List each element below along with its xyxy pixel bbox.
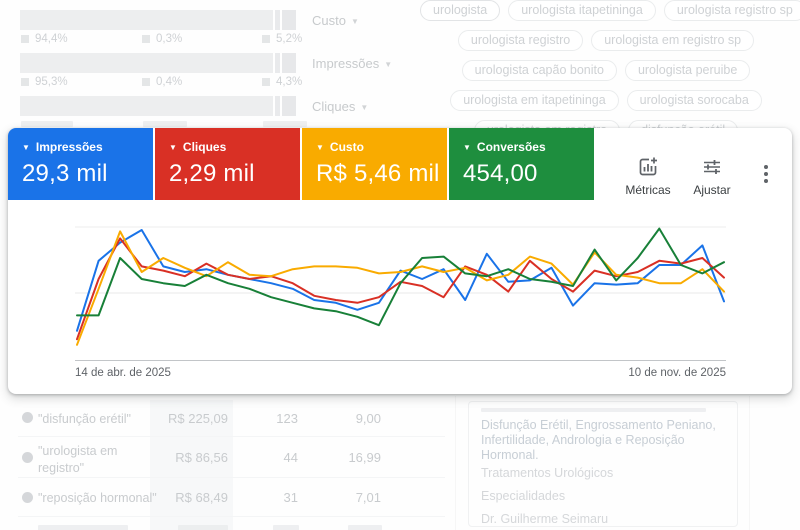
metric-box-custo[interactable]: ▼ Custo R$ 5,46 mil <box>302 128 447 200</box>
metric-value: R$ 5,46 mil <box>316 160 440 187</box>
axis-start-date: 14 de abr. de 2025 <box>75 367 171 379</box>
more-options-button[interactable] <box>758 162 774 186</box>
adjust-button[interactable]: Ajustar <box>680 156 744 197</box>
metric-strip: ▼ Impressões 29,3 mil ▼ Cliques 2,29 mil ▼… <box>8 128 594 200</box>
legend-square-icon <box>262 35 270 43</box>
stacked-bar <box>20 96 296 116</box>
chart-line-custo <box>76 230 725 346</box>
clipped-text <box>143 121 187 127</box>
chart-x-axis-labels: 14 de abr. de 2025 10 de nov. de 2025 <box>75 367 726 379</box>
metric-box-cliques[interactable]: ▼ Cliques 2,29 mil <box>155 128 300 200</box>
stacked-bar <box>20 10 296 30</box>
keyword-chip[interactable]: urologista em itapetininga <box>450 90 619 111</box>
chart-line-cliques <box>76 237 725 341</box>
keyword-chip[interactable]: urologista em registro sp <box>591 30 755 51</box>
chevron-down-icon: ▼ <box>384 60 393 69</box>
clipped-text <box>481 408 706 412</box>
cost-cell: R$ 86,56 <box>175 450 228 465</box>
dropdown-cliques[interactable]: Cliques ▼ <box>312 99 369 114</box>
clipped-text <box>21 121 73 127</box>
bullet-icon <box>22 452 33 463</box>
keyword-chip[interactable]: urologista registro sp <box>663 0 800 21</box>
triangle-down-icon: ▼ <box>463 142 471 152</box>
table-row[interactable]: "disfunção erétil" R$ 225,09 123 9,00 <box>18 400 445 437</box>
conv-cell: 7,01 <box>355 490 381 505</box>
ad-highlight-line: Infertilidade, Andrologia e Reposição Ho… <box>481 433 685 462</box>
kebab-dot <box>764 172 768 176</box>
bullet-icon <box>22 412 33 423</box>
legend-square-icon <box>142 35 150 43</box>
legend-square-icon <box>21 35 29 43</box>
metric-box-impressoes[interactable]: ▼ Impressões 29,3 mil <box>8 128 153 200</box>
keyword-chip[interactable]: urologista registro <box>457 30 584 51</box>
metric-value: 29,3 mil <box>22 160 108 187</box>
ad-list-item: Tratamentos Urológicos <box>481 466 614 480</box>
tune-sliders-icon <box>704 160 720 174</box>
triangle-down-icon: ▼ <box>316 142 324 152</box>
dropdown-custo[interactable]: Custo ▼ <box>312 13 359 28</box>
keyword-chip[interactable]: urologista peruibe <box>624 60 751 81</box>
metrics-button[interactable]: Métricas <box>616 156 680 197</box>
chevron-down-icon: ▼ <box>350 17 359 26</box>
triangle-down-icon: ▼ <box>22 142 30 152</box>
metric-value: 2,29 mil <box>169 160 255 187</box>
dropdown-impressoes[interactable]: Impressões ▼ <box>312 56 393 71</box>
clipped-text <box>263 121 307 127</box>
ad-list-item: Dr. Guilherme Seimaru <box>481 512 609 526</box>
metric-box-conversoes[interactable]: ▼ Conversões 454,00 <box>449 128 594 200</box>
legend-square-icon <box>142 78 150 86</box>
chevron-down-icon: ▼ <box>360 103 369 112</box>
table-row[interactable]: "reposição hormonal" R$ 68,49 31 7,01 <box>18 478 445 517</box>
keyword-chip[interactable]: urologista sorocaba <box>626 90 762 111</box>
triangle-down-icon: ▼ <box>169 142 177 152</box>
keyword-chip[interactable]: urologista itapetininga <box>508 0 656 21</box>
chart-svg <box>75 226 726 346</box>
clicks-cell: 123 <box>276 411 298 426</box>
chart-plot-area[interactable] <box>75 213 726 361</box>
kebab-dot <box>764 165 768 169</box>
keyword-chip[interactable]: urologista capão bonito <box>461 60 617 81</box>
conv-cell: 9,00 <box>355 411 381 426</box>
cost-cell: R$ 68,49 <box>175 490 228 505</box>
ad-preview-card: Disfunção Erétil, Engrossamento Peniano,… <box>455 396 790 530</box>
column-divider <box>749 396 750 530</box>
table-row[interactable]: "urologista em registro" R$ 86,56 44 16,… <box>18 437 445 478</box>
kebab-dot <box>764 179 768 183</box>
ad-text-box: Disfunção Erétil, Engrossamento Peniano,… <box>468 401 738 527</box>
stacked-bar <box>20 53 296 73</box>
legend-square-icon <box>262 78 270 86</box>
bullet-icon <box>22 492 33 503</box>
metric-value: 454,00 <box>463 160 538 187</box>
axis-end-date: 10 de nov. de 2025 <box>628 367 726 379</box>
cost-cell: R$ 225,09 <box>168 411 228 426</box>
legend-square-icon <box>21 78 29 86</box>
keyword-table: "disfunção erétil" R$ 225,09 123 9,00 "u… <box>18 400 445 530</box>
conv-cell: 16,99 <box>348 450 381 465</box>
add-chart-icon <box>639 157 657 176</box>
chart-line-impressões <box>76 229 725 332</box>
clicks-cell: 44 <box>283 450 298 465</box>
keyword-chip[interactable]: urologista <box>420 0 501 21</box>
ad-highlight-line: Disfunção Erétil, Engrossamento Peniano, <box>481 418 716 432</box>
metrics-overlay-card: ▼ Impressões 29,3 mil ▼ Cliques 2,29 mil ▼… <box>8 128 792 394</box>
chart-controls: Métricas Ajustar <box>616 156 774 197</box>
ad-list-item: Especialidades <box>481 489 566 503</box>
clicks-cell: 31 <box>283 490 298 505</box>
